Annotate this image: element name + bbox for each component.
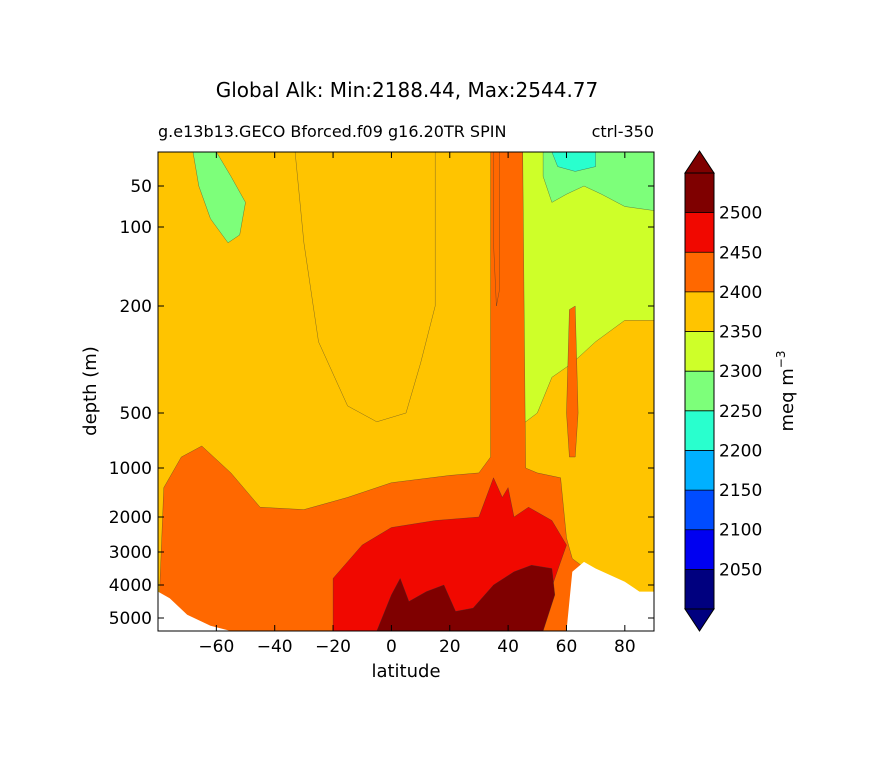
colorbar-tick-label: 2350 <box>719 323 762 343</box>
colorbar-label-superscript: −3 <box>774 351 788 369</box>
land-mask <box>158 561 654 631</box>
chart-subtitle-left: g.e13b13.GECO Bforced.f09 g16.20TR SPIN <box>158 122 506 141</box>
contour-region-column-2400-north <box>566 305 579 458</box>
contour-region-band-2200-north <box>551 152 596 172</box>
contour-region-band-2300-north <box>522 152 654 425</box>
y-tick-label: 2000 <box>109 508 152 528</box>
colorbar-band <box>685 569 714 609</box>
plot-frame <box>157 151 655 632</box>
contour-region-column-2400-eq <box>493 152 500 307</box>
x-tick-label: 40 <box>497 637 519 657</box>
colorbar-band <box>685 252 714 292</box>
colorbar-band <box>685 331 714 372</box>
colorbar-tick-label: 2250 <box>719 402 762 422</box>
x-tick-label: 60 <box>556 637 578 657</box>
y-tick-label: 1000 <box>109 459 152 479</box>
colorbar-band <box>685 173 714 213</box>
colorbar-band <box>685 291 714 332</box>
colorbar-extend-max <box>684 150 715 174</box>
colorbar-tick-label: 2150 <box>719 481 762 501</box>
y-tick-label: 50 <box>130 177 152 197</box>
land-mask-0 <box>566 561 654 631</box>
colorbar-band <box>685 371 714 411</box>
x-tick-label: 80 <box>614 637 636 657</box>
y-tick-label: 3000 <box>109 543 152 563</box>
colorbar-tick-label: 2300 <box>719 362 762 382</box>
y-axis: 50 100 200 500 1000 2000 3000 4000 5000 <box>109 177 654 629</box>
colorbar-band <box>685 450 714 491</box>
contour-region-band-2250-2300-south <box>192 152 246 244</box>
colorbar-label-text: meq m <box>777 368 798 431</box>
land-mask-1 <box>158 591 231 631</box>
colorbar: 2050 2100 2150 2200 2250 2300 2350 2400 2450 2500 <box>684 150 762 632</box>
y-tick-label: 5000 <box>109 609 152 629</box>
y-tick-label: 100 <box>120 218 152 238</box>
x-axis: −60 −40 −20 0 20 40 60 80 <box>198 152 636 657</box>
y-tick-label: 500 <box>120 404 152 424</box>
x-tick-label: −60 <box>198 637 234 657</box>
x-tick-label: 0 <box>386 637 397 657</box>
contour-regions <box>158 152 654 631</box>
colorbar-band <box>685 529 714 570</box>
chart-title: Global Alk: Min:2188.44, Max:2544.77 <box>216 78 599 102</box>
colorbar-tick-label: 2450 <box>719 243 762 263</box>
x-tick-label: −40 <box>257 637 293 657</box>
y-tick-label: 4000 <box>109 576 152 596</box>
colorbar-tick-label: 2050 <box>719 560 762 580</box>
contour-region-band-2500-2550 <box>376 564 556 631</box>
colorbar-label: meq m−3 <box>774 351 798 432</box>
colorbar-frame <box>684 172 715 610</box>
x-tick-label: 20 <box>439 637 461 657</box>
colorbar-tick-label: 2400 <box>719 283 762 303</box>
colorbar-tick-label: 2100 <box>719 521 762 541</box>
colorbar-band <box>685 490 714 530</box>
chart-subtitle-right: ctrl-350 <box>592 122 654 141</box>
contour-region-band-2350-upper-mid <box>294 152 436 423</box>
colorbar-extend-min <box>684 608 715 632</box>
colorbar-tick-label: 2200 <box>719 441 762 461</box>
colorbar-band <box>685 212 714 253</box>
x-axis-label: latitude <box>371 661 440 682</box>
colorbar-band <box>685 410 714 451</box>
colorbar-tick-label: 2500 <box>719 204 762 224</box>
contour-region-band-2400-2450 <box>158 152 582 631</box>
x-tick-label: −20 <box>315 637 351 657</box>
y-tick-label: 200 <box>120 297 152 317</box>
y-axis-label: depth (m) <box>80 346 101 436</box>
